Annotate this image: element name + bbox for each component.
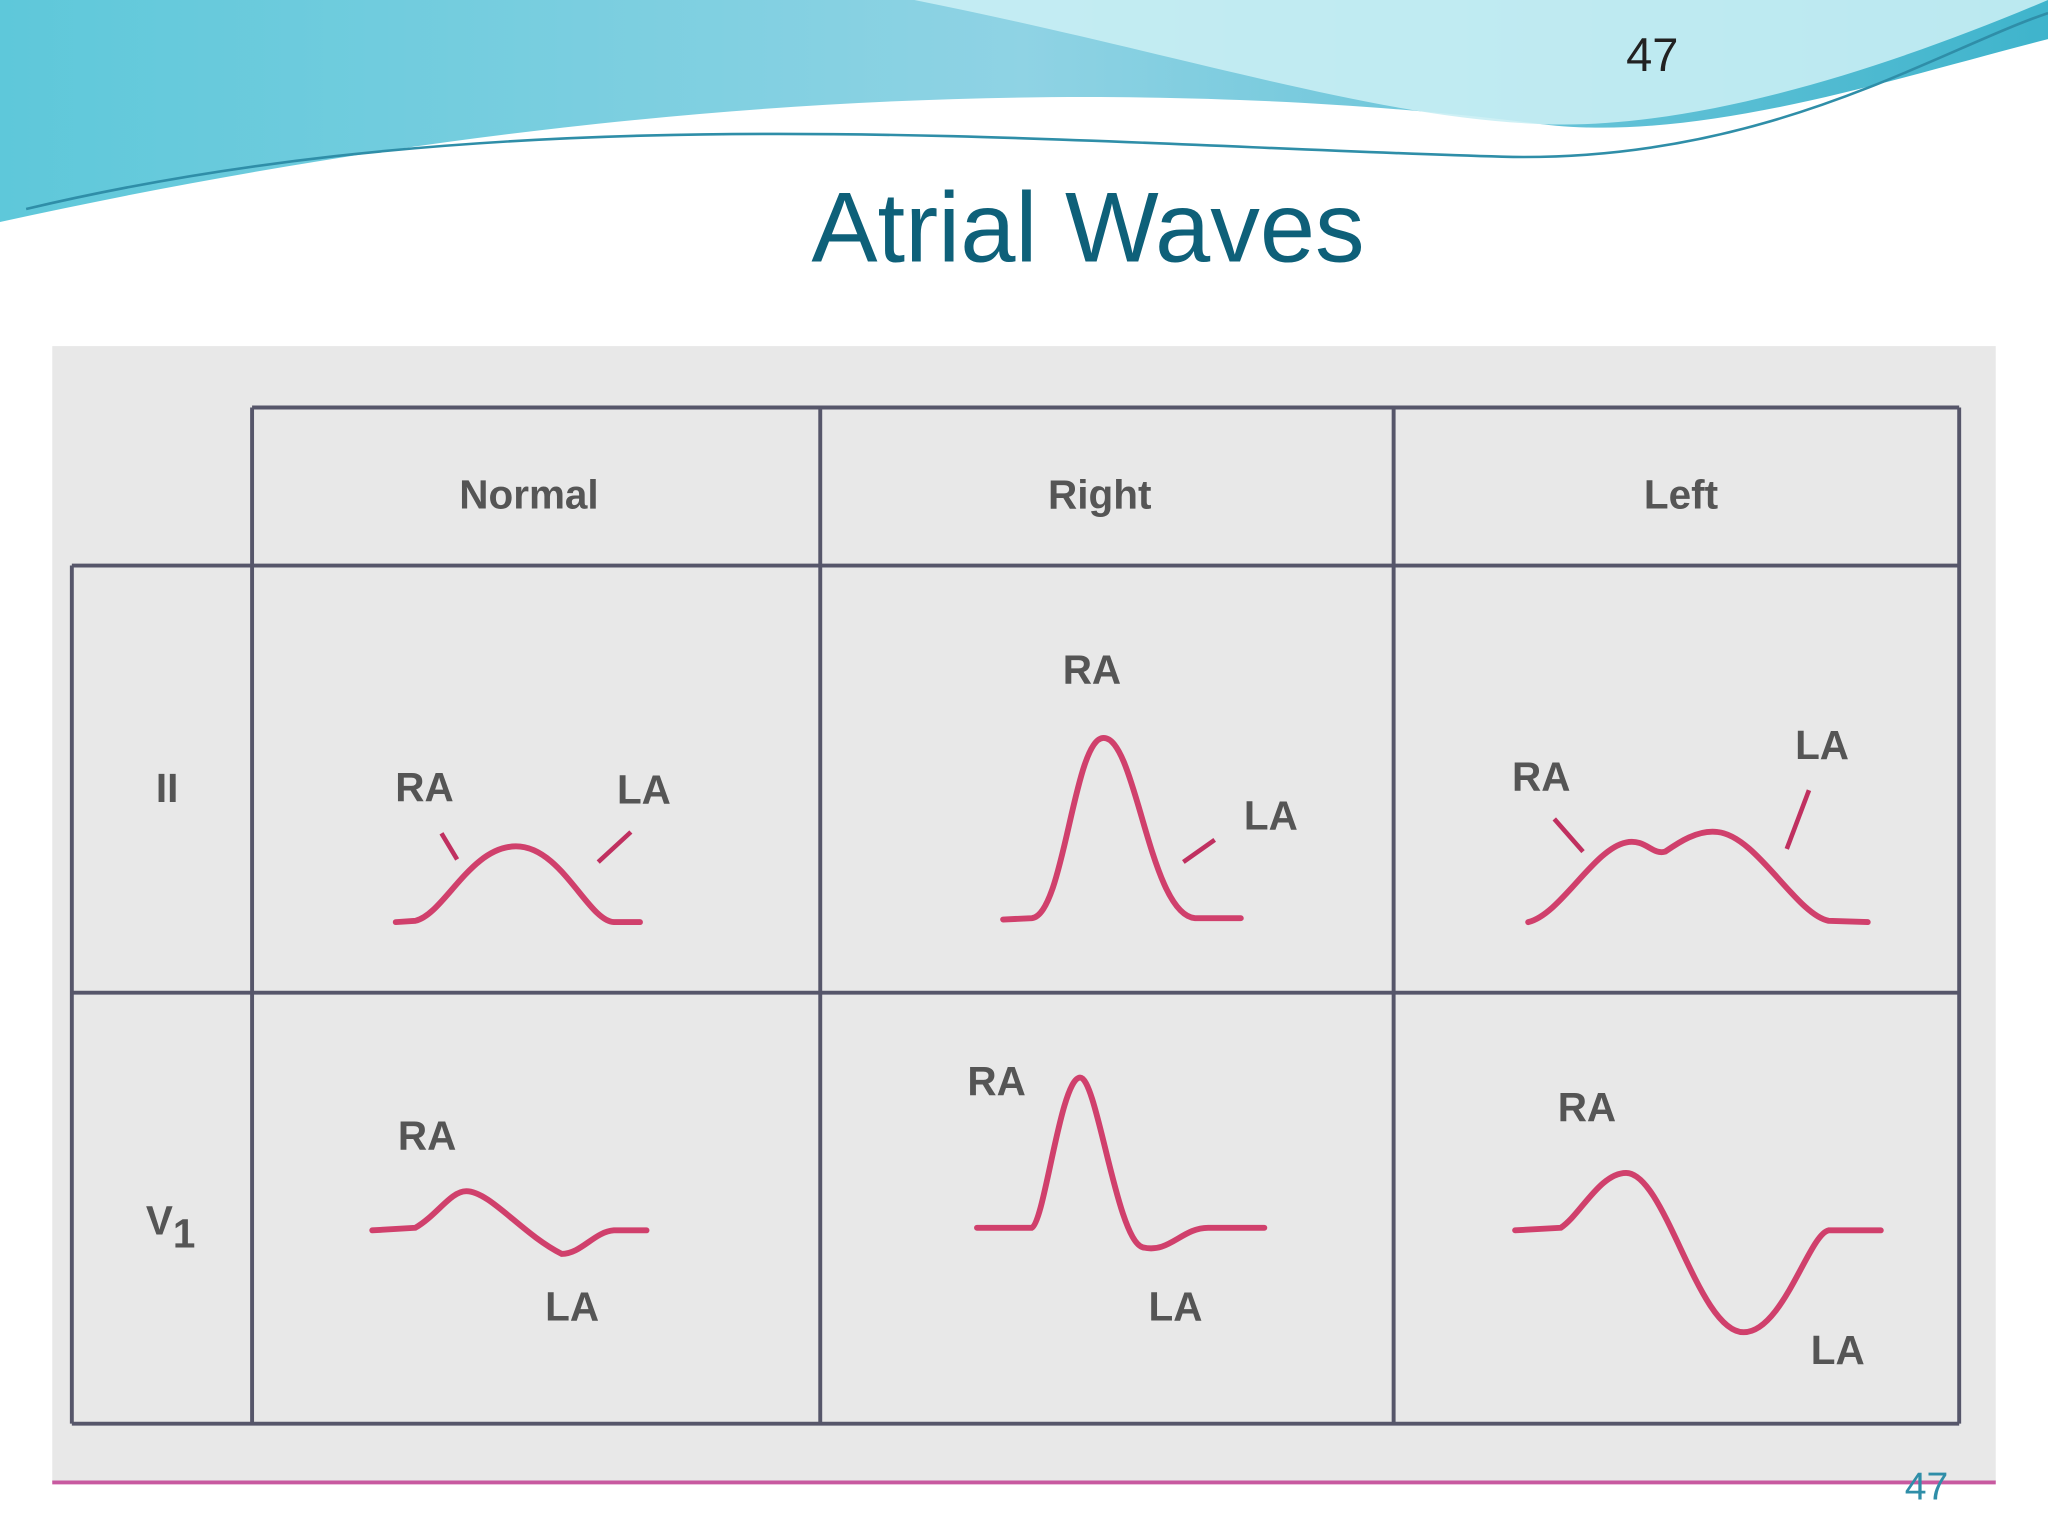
waveform bbox=[369, 1188, 650, 1257]
slide-title: Atrial Waves bbox=[811, 172, 1364, 283]
row-lead-subscript: 1 bbox=[173, 1211, 196, 1257]
wave-label: RA bbox=[967, 1058, 1025, 1104]
wave-label: RA bbox=[1063, 646, 1121, 692]
waveform bbox=[1525, 828, 1871, 926]
row-lead: II bbox=[156, 765, 179, 811]
wave-label: LA bbox=[545, 1284, 599, 1330]
wave-label: RA bbox=[398, 1113, 456, 1159]
column-header: Right bbox=[1048, 471, 1151, 517]
wave-label: RA bbox=[1558, 1084, 1616, 1130]
slide-number: 47 bbox=[1626, 28, 1678, 81]
wave-label: RA bbox=[1512, 753, 1570, 799]
waveform bbox=[974, 1074, 1268, 1252]
waveform bbox=[1000, 735, 1244, 923]
figure-background bbox=[52, 346, 1996, 1483]
column-header: Normal bbox=[459, 471, 598, 517]
arrow bbox=[1784, 789, 1812, 850]
wave-label: LA bbox=[617, 767, 671, 813]
arrow bbox=[596, 830, 633, 864]
wave-label: LA bbox=[1795, 722, 1849, 768]
arrow bbox=[1182, 837, 1217, 864]
wave-label: RA bbox=[395, 764, 453, 810]
wave-label: LA bbox=[1811, 1327, 1865, 1373]
row-lead: V bbox=[146, 1198, 173, 1244]
table-grid bbox=[69, 405, 1962, 1426]
waveform bbox=[392, 843, 643, 926]
footer-number: 47 bbox=[1905, 1465, 1949, 1508]
column-header: Left bbox=[1644, 471, 1718, 517]
arrow bbox=[439, 832, 460, 861]
wave-label: LA bbox=[1244, 793, 1298, 839]
header-line bbox=[25, 11, 2048, 211]
header-wave-light bbox=[914, 0, 2048, 125]
arrow bbox=[1552, 817, 1585, 854]
waveform bbox=[1512, 1169, 1884, 1336]
wave-label: LA bbox=[1149, 1284, 1203, 1330]
